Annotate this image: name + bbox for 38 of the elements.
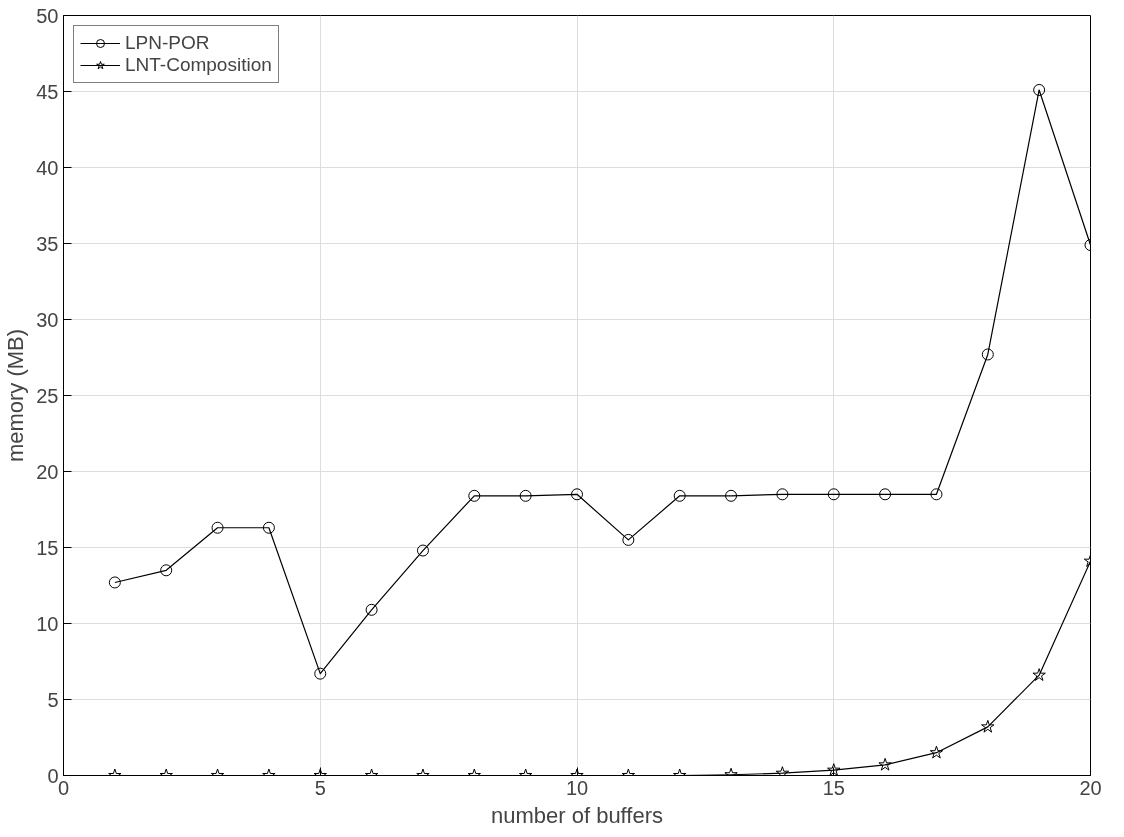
y-tick-label: 15 [36, 536, 59, 559]
y-tick-label: 20 [36, 460, 59, 483]
x-tick-label: 10 [565, 776, 589, 799]
point [776, 488, 789, 501]
point [365, 603, 378, 616]
y-tick-label: 35 [36, 232, 59, 255]
y-tick-label: 30 [36, 308, 59, 331]
point [981, 348, 994, 361]
x-tick-label: 20 [1079, 776, 1102, 799]
point [468, 489, 481, 502]
point [519, 489, 532, 502]
point [827, 488, 840, 501]
legend-label: LNT-Composition [125, 54, 272, 76]
point [673, 489, 686, 502]
point [725, 489, 738, 502]
point [1032, 668, 1046, 681]
y-tick-label: 25 [36, 384, 59, 407]
x-tick-label: 15 [822, 776, 845, 799]
x-tick-label: 5 [314, 776, 326, 799]
y-tick-label: 5 [47, 688, 59, 711]
point [930, 488, 943, 501]
y-tick-label: 10 [36, 612, 59, 635]
x-axis-title: number of buffers [490, 802, 664, 828]
point [571, 488, 583, 501]
point [108, 576, 121, 589]
y-axis-title: memory (MB) [3, 328, 29, 463]
point [211, 521, 224, 534]
point [981, 719, 995, 733]
point [622, 533, 635, 546]
y-tick-label: 45 [36, 80, 59, 103]
point [416, 544, 429, 557]
point [262, 521, 275, 534]
legend-label: LPN-POR [125, 32, 210, 54]
y-tick-label: 40 [36, 156, 59, 179]
y-tick-label: 50 [36, 4, 59, 27]
point [879, 488, 892, 501]
point [314, 667, 327, 680]
point [160, 564, 173, 577]
